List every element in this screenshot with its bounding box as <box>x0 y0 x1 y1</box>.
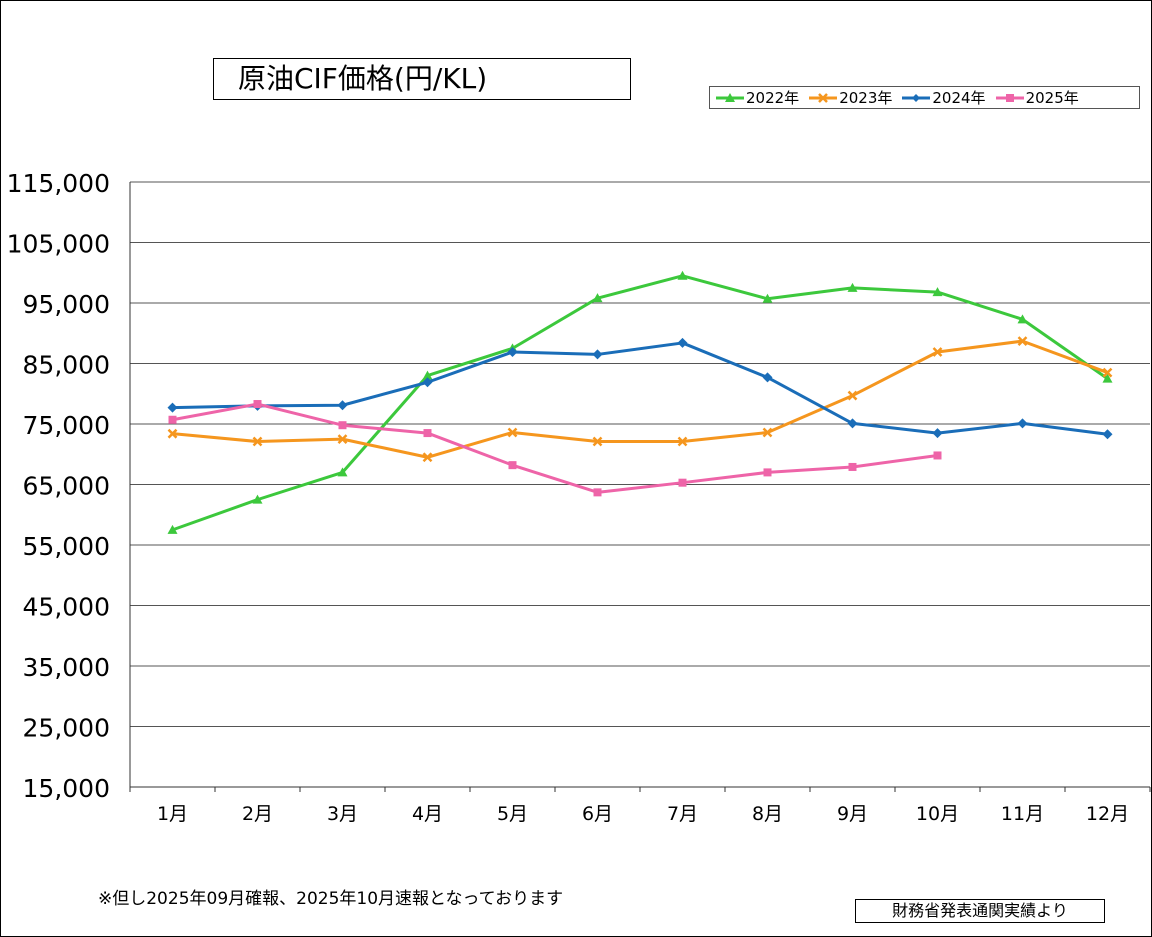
legend-item-2023: 2023年 <box>809 87 892 108</box>
data-point-2023 <box>762 427 773 438</box>
data-point-2025 <box>423 429 432 438</box>
data-point-2024 <box>1017 418 1028 429</box>
data-point-2023 <box>592 436 603 447</box>
series-line-2023 <box>172 339 1109 459</box>
data-point-2024 <box>167 402 178 413</box>
legend-label-2023: 2023年 <box>839 89 893 107</box>
data-point-2023 <box>1102 367 1113 378</box>
data-point-2022 <box>847 282 858 292</box>
legend-label-2025: 2025年 <box>1025 89 1079 107</box>
y-tick-label: 45,000 <box>23 593 110 622</box>
legend: 2022年 2023年 2024年 2025年 <box>709 86 1140 109</box>
data-point-2025 <box>338 421 347 430</box>
data-point-2024 <box>592 349 603 360</box>
x-tick-label: 9月 <box>837 803 868 825</box>
x-tick-label: 3月 <box>327 803 358 825</box>
data-point-2025 <box>848 462 857 471</box>
legend-swatch-2023 <box>809 92 838 103</box>
series-line-2025 <box>172 402 938 494</box>
data-point-2023 <box>932 347 943 357</box>
data-point-2022 <box>337 467 348 477</box>
x-tick-label: 12月 <box>1086 803 1129 825</box>
data-point-2024 <box>422 377 433 388</box>
data-point-2024 <box>762 372 773 383</box>
y-tick-label: 55,000 <box>23 532 110 561</box>
data-point-2025 <box>508 461 517 470</box>
y-tick-label: 105,000 <box>7 230 110 259</box>
x-tick-label: 5月 <box>497 803 528 825</box>
x-tick-label: 8月 <box>752 803 783 825</box>
legend-label-2022: 2022年 <box>746 89 800 107</box>
chart-title-text: 原油CIF価格(円/KL) <box>238 62 488 95</box>
y-tick-label: 65,000 <box>23 472 110 501</box>
y-tick-label: 35,000 <box>23 653 110 682</box>
data-point-2022 <box>422 370 433 380</box>
chart-title: 原油CIF価格(円/KL) <box>213 58 631 100</box>
data-point-2024 <box>1102 429 1113 440</box>
x-tick-label: 4月 <box>412 803 443 825</box>
data-point-2025 <box>763 468 772 477</box>
data-point-2025 <box>253 400 262 409</box>
series-line-2024 <box>172 341 1108 436</box>
data-point-2022 <box>1102 373 1113 383</box>
y-tick-label: 85,000 <box>23 351 110 380</box>
data-point-2022 <box>1017 314 1028 324</box>
data-point-2024 <box>677 337 688 348</box>
x-tick-label: 10月 <box>916 803 959 825</box>
x-tick-label: 11月 <box>1001 803 1044 825</box>
legend-item-2025: 2025年 <box>995 87 1079 108</box>
data-point-2023 <box>422 452 433 463</box>
x-tick-label: 7月 <box>667 803 698 825</box>
data-point-2023 <box>847 390 858 401</box>
data-point-2023 <box>167 428 178 439</box>
data-point-2022 <box>252 494 263 504</box>
data-point-2022 <box>167 524 178 534</box>
series-line-2022 <box>171 274 1109 532</box>
y-tick-label: 25,000 <box>23 714 110 743</box>
y-tick-label: 95,000 <box>23 290 110 319</box>
data-point-2024 <box>507 347 518 358</box>
data-point-2023 <box>677 436 688 447</box>
legend-item-2024: 2024年 <box>902 87 986 108</box>
data-point-2025 <box>933 451 942 460</box>
legend-swatch-2024 <box>902 93 931 102</box>
y-tick-label: 115,000 <box>7 169 110 198</box>
legend-item-2022: 2022年 <box>716 87 799 108</box>
data-point-2022 <box>592 293 603 303</box>
data-point-2023 <box>252 436 263 447</box>
data-point-2022 <box>932 287 943 297</box>
source-label: 財務省発表通関実績より <box>855 899 1105 923</box>
data-point-2023 <box>507 427 518 438</box>
data-point-2024 <box>337 400 348 411</box>
data-point-2025 <box>593 488 602 497</box>
x-tick-label: 6月 <box>582 803 613 825</box>
data-point-2025 <box>678 478 687 487</box>
legend-swatch-2025 <box>995 93 1024 102</box>
data-point-2024 <box>932 428 943 439</box>
data-point-2025 <box>168 415 177 424</box>
footnote: ※但し2025年09月確報、2025年10月速報となっております <box>98 889 564 909</box>
x-tick-label: 2月 <box>242 803 273 825</box>
legend-swatch-2022 <box>716 92 744 102</box>
legend-label-2024: 2024年 <box>932 89 986 107</box>
data-point-2023 <box>337 434 348 445</box>
data-point-2023 <box>1017 336 1028 346</box>
x-tick-label: 1月 <box>157 803 188 825</box>
data-point-2022 <box>762 293 773 303</box>
data-point-2024 <box>847 418 858 429</box>
y-tick-label: 75,000 <box>23 411 110 440</box>
data-point-2022 <box>677 270 688 280</box>
y-tick-label: 15,000 <box>23 774 110 803</box>
